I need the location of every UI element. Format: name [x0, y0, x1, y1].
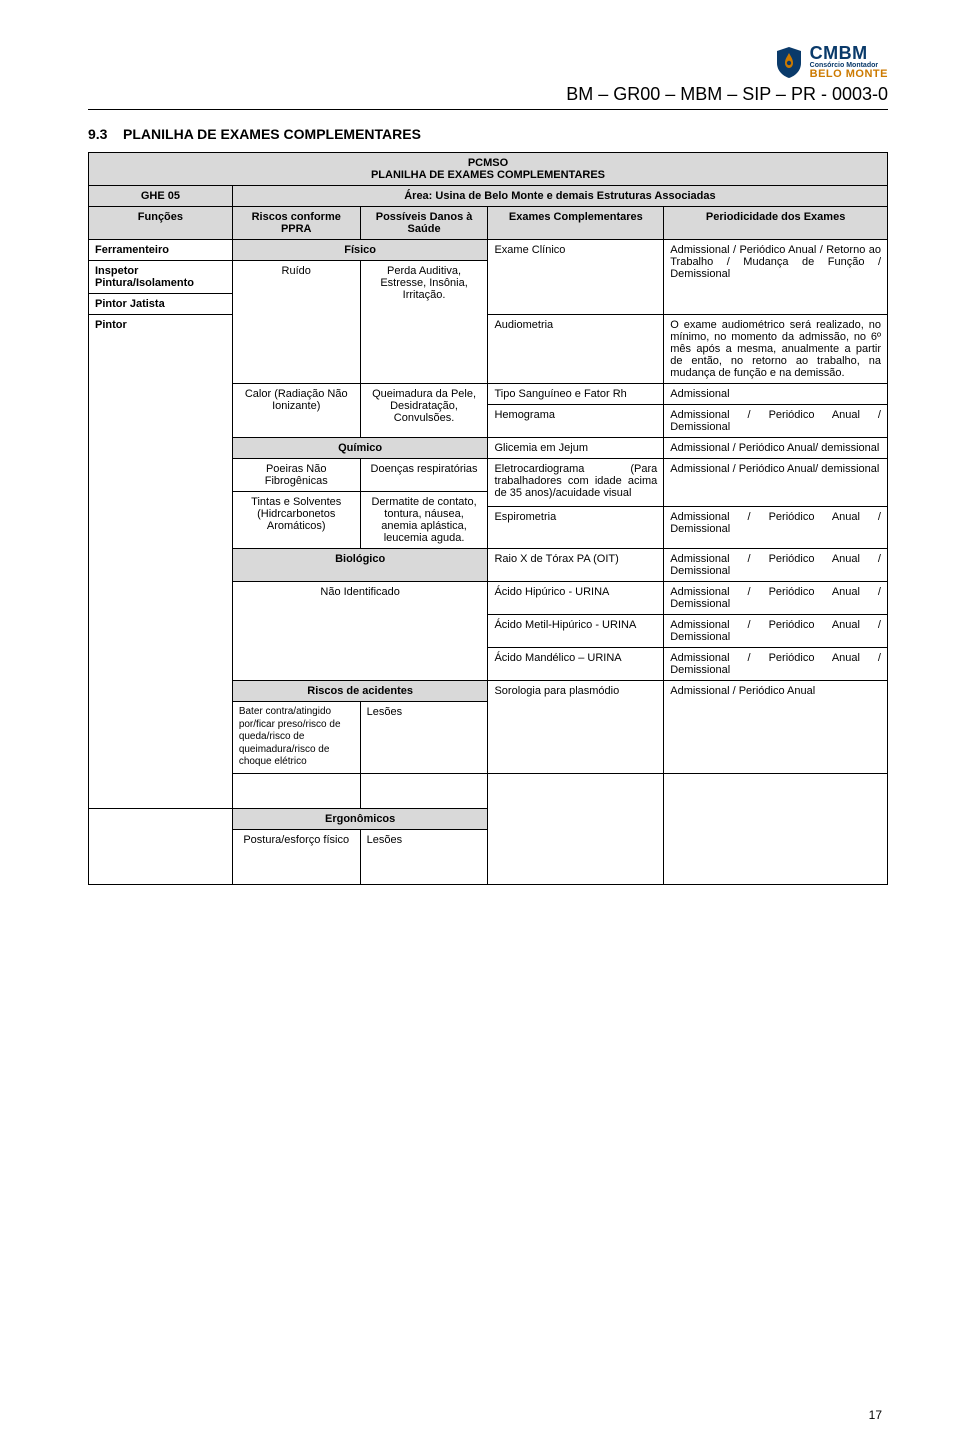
- period-raiox: Admissional / Periódico Anual / Demissio…: [664, 549, 888, 582]
- funcoes-empty: [89, 335, 233, 808]
- risk-poeiras: Poeiras Não Fibrogênicas: [232, 459, 360, 492]
- exame-clinico: Exame Clínico: [488, 240, 664, 315]
- exams-table: PCMSO PLANILHA DE EXAMES COMPLEMENTARES …: [88, 152, 888, 885]
- dano-solventes: Dermatite de contato, tontura, náusea, a…: [360, 492, 488, 549]
- period-metil: Admissional / Periódico Anual / Demissio…: [664, 615, 888, 648]
- period-audio: O exame audiométrico será realizado, no …: [664, 315, 888, 384]
- col-exames: Exames Complementares: [488, 207, 664, 240]
- logo-abbr: CMBM: [810, 44, 888, 62]
- col-funcoes: Funções: [89, 207, 233, 240]
- period-clinico: Admissional / Periódico Anual / Retorno …: [664, 240, 888, 315]
- period-espirometria: Admissional / Periódico Anual / Demissio…: [664, 507, 888, 549]
- exame-hipurico: Ácido Hipúrico - URINA: [488, 582, 664, 615]
- risk-calor: Calor (Radiação Não Ionizante): [232, 384, 360, 438]
- exame-tipo-sanguineo: Tipo Sanguíneo e Fator Rh: [488, 384, 664, 405]
- period-mandelico: Admissional / Periódico Anual / Demissio…: [664, 648, 888, 681]
- group-quimico: Químico: [232, 438, 488, 459]
- col-riscos: Riscos conforme PPRA: [232, 207, 360, 240]
- period-ecg: Admissional / Periódico Anual/ demission…: [664, 459, 888, 507]
- exame-metil: Ácido Metil-Hipúrico - URINA: [488, 615, 664, 648]
- risk-ergonomico: Postura/esforço físico: [232, 829, 360, 884]
- dano-ergonomico: Lesões: [360, 829, 488, 884]
- risk-ruido: Ruído: [232, 261, 360, 384]
- exame-sorologia: Sorologia para plasmódio: [488, 681, 664, 774]
- logo: CMBM Consórcio Montador BELO MONTE: [774, 44, 888, 80]
- funcoes-empty2: [89, 808, 233, 884]
- page-number: 17: [869, 1408, 882, 1422]
- logo-belo-monte: BELO MONTE: [810, 69, 888, 80]
- logo-shield-icon: [774, 45, 804, 79]
- spacer-a: [232, 773, 360, 808]
- logo-text: CMBM Consórcio Montador BELO MONTE: [810, 44, 888, 80]
- dano-ruido: Perda Auditiva, Estresse, Insônia, Irrit…: [360, 261, 488, 384]
- area-cell: Área: Usina de Belo Monte e demais Estru…: [232, 186, 887, 207]
- exame-espirometria: Espirometria: [488, 507, 664, 549]
- period-sorologia: Admissional / Periódico Anual: [664, 681, 888, 774]
- risk-acidentes: Bater contra/atingido por/ficar preso/ri…: [232, 702, 360, 774]
- exame-glicemia: Glicemia em Jejum: [488, 438, 664, 459]
- exame-ecg: Eletrocardiograma (Para trabalhadores co…: [488, 459, 664, 507]
- spacer-b: [360, 773, 488, 808]
- document-code: BM – GR00 – MBM – SIP – PR - 0003-0: [88, 84, 888, 105]
- exame-raiox: Raio X de Tórax PA (OIT): [488, 549, 664, 582]
- nao-identificado: Não Identificado: [232, 582, 488, 681]
- group-ergonomico: Ergonômicos: [232, 808, 488, 829]
- exame-hemograma: Hemograma: [488, 405, 664, 438]
- dano-acidentes: Lesões: [360, 702, 488, 774]
- section-number: 9.3: [88, 126, 107, 142]
- spacer-pd: [664, 773, 888, 884]
- col-danos: Possíveis Danos à Saúde: [360, 207, 488, 240]
- header-divider: [88, 109, 888, 110]
- risk-solventes: Tintas e Solventes (Hidrcarbonetos Aromá…: [232, 492, 360, 549]
- page-header: CMBM Consórcio Montador BELO MONTE: [88, 24, 888, 80]
- group-biologico: Biológico: [232, 549, 488, 582]
- title-line1: PCMSO: [95, 157, 881, 169]
- exame-mandelico: Ácido Mandélico – URINA: [488, 648, 664, 681]
- exame-audiometria: Audiometria: [488, 315, 664, 384]
- period-hipurico: Admissional / Periódico Anual / Demissio…: [664, 582, 888, 615]
- funcao-0: Ferramenteiro: [89, 240, 233, 261]
- period-glicemia: Admissional / Periódico Anual/ demission…: [664, 438, 888, 459]
- funcao-2: Pintor Jatista: [89, 294, 233, 315]
- table-title: PCMSO PLANILHA DE EXAMES COMPLEMENTARES: [89, 153, 888, 186]
- title-line2: PLANILHA DE EXAMES COMPLEMENTARES: [95, 169, 881, 181]
- funcao-3: Pintor: [89, 315, 233, 336]
- section-title: 9.3 PLANILHA DE EXAMES COMPLEMENTARES: [88, 126, 888, 142]
- spacer-ex: [488, 773, 664, 884]
- group-acidentes: Riscos de acidentes: [232, 681, 488, 702]
- col-period: Periodicidade dos Exames: [664, 207, 888, 240]
- section-title-text: PLANILHA DE EXAMES COMPLEMENTARES: [123, 126, 421, 142]
- ghe-cell: GHE 05: [89, 186, 233, 207]
- funcao-1: Inspetor Pintura/Isolamento: [89, 261, 233, 294]
- dano-poeiras: Doenças respiratórias: [360, 459, 488, 492]
- page: CMBM Consórcio Montador BELO MONTE BM – …: [0, 0, 960, 1444]
- group-fisico: Físico: [232, 240, 488, 261]
- period-hemo: Admissional / Periódico Anual / Demissio…: [664, 405, 888, 438]
- period-tipo: Admissional: [664, 384, 888, 405]
- dano-calor: Queimadura da Pele, Desidratação, Convul…: [360, 384, 488, 438]
